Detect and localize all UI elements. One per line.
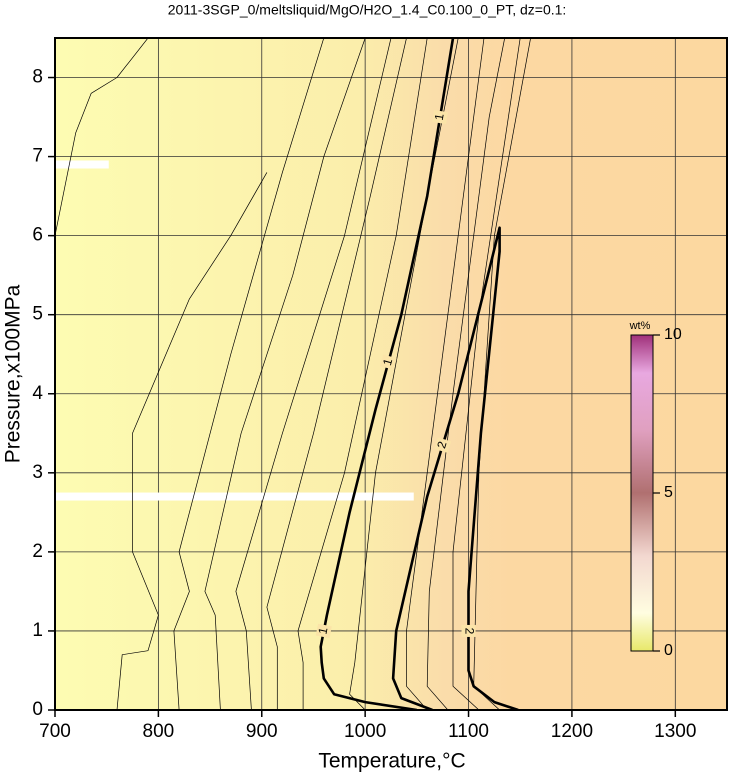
contour-major [391, 226, 519, 710]
contour-label-bg [315, 623, 332, 639]
x-tick-label: 1300 [654, 721, 696, 742]
y-tick-label: 7 [32, 146, 43, 167]
plot-background [55, 38, 727, 710]
colorbar-tick-label: 0 [664, 642, 673, 659]
y-tick-label: 3 [32, 462, 43, 483]
contour-label: 2 [434, 439, 449, 450]
colorbar-tick-label: 5 [664, 484, 673, 501]
contour-minor [452, 38, 521, 710]
x-tick-label: 800 [143, 721, 175, 742]
colorbar-tick-label: 10 [664, 326, 682, 343]
colorbar [630, 334, 654, 652]
contour-label-bg [434, 437, 452, 453]
y-tick-label: 0 [32, 699, 43, 720]
contour-label-bg [461, 624, 476, 637]
y-tick-label: 4 [32, 383, 43, 404]
contour-minor [173, 38, 325, 710]
x-tick-label: 1200 [551, 721, 593, 742]
contour-label-bg [380, 354, 397, 370]
contour-minor [116, 172, 268, 710]
contour-minor [426, 38, 506, 710]
y-axis-label: Pressure,x100MPa [2, 284, 25, 463]
x-tick-label: 700 [39, 721, 71, 742]
contour-label: 1 [432, 112, 447, 121]
contour-minor [204, 38, 366, 710]
y-tick-label: 2 [32, 541, 43, 562]
contour-label: 1 [380, 357, 395, 367]
contour-minor [235, 38, 392, 710]
x-tick-label: 1100 [448, 721, 489, 742]
y-tick-label: 1 [32, 620, 43, 641]
contour-minor [266, 38, 407, 710]
contour-minor [297, 38, 428, 710]
contour-label: 1 [315, 626, 330, 636]
plot-area: 1 1 1 2 2 [55, 38, 727, 710]
x-axis-label: Temperature,°C [318, 750, 465, 773]
data-gap [55, 492, 414, 501]
contour-label-bg [432, 110, 448, 125]
x-tick-label: 900 [246, 721, 278, 742]
y-tick-label: 6 [32, 225, 43, 246]
chart-title: 2011-3SGP_0/meltsliquid/MgO/H2O_1.4_C0.1… [168, 2, 567, 18]
x-tick-label: 1000 [344, 721, 386, 742]
y-tick-label: 8 [32, 67, 43, 88]
frame [54, 37, 728, 711]
colorbar-label: wt% [629, 320, 651, 332]
data-gap [55, 160, 109, 169]
contour-minor [55, 38, 149, 236]
y-tick-label: 5 [32, 304, 43, 325]
contour-minor [406, 38, 485, 710]
contour-label: 2 [462, 628, 476, 635]
